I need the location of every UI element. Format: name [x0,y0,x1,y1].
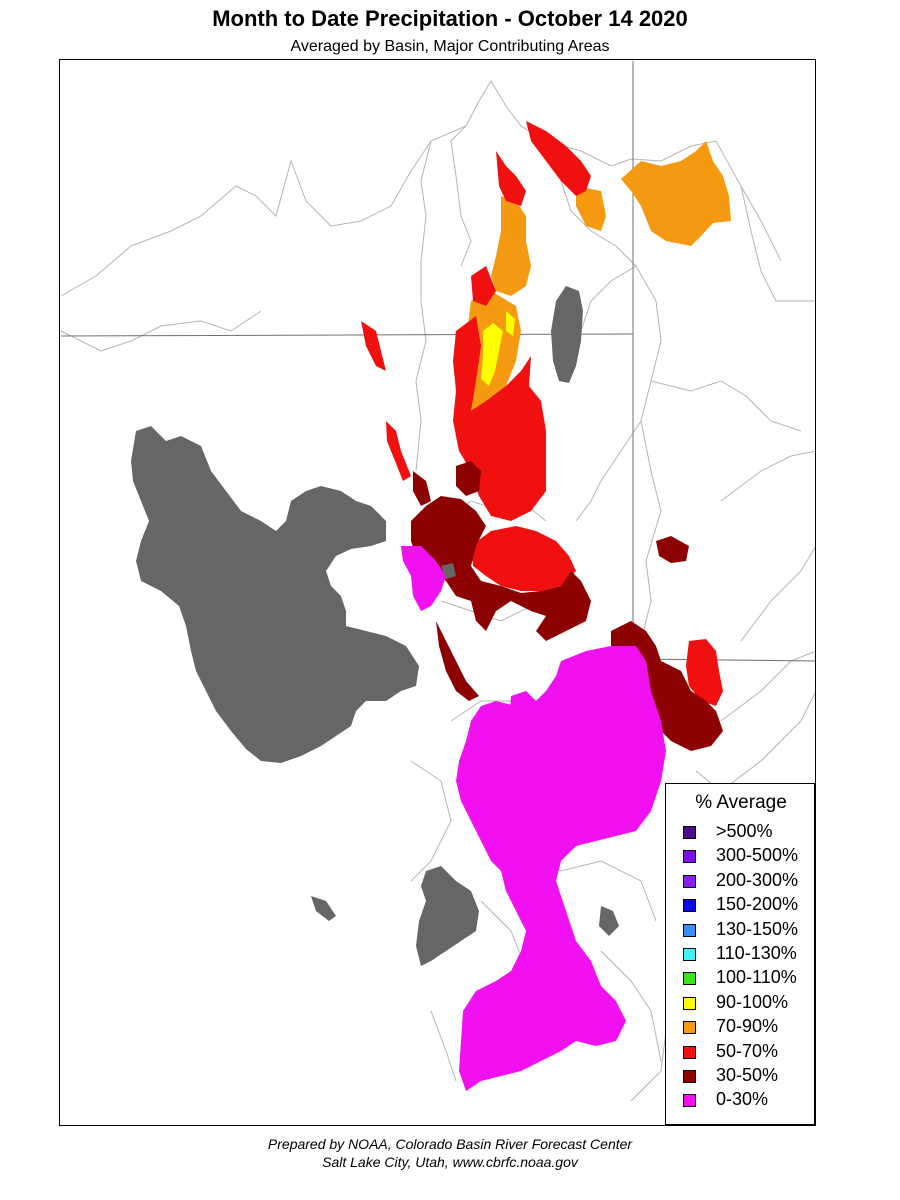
legend-label: 50-70% [716,1040,779,1061]
boundary-line [430,1010,457,1082]
legend-title: % Average [695,792,787,813]
legend-item: 110-130% [682,943,812,965]
boundary-line [720,450,815,502]
basin-70-90-small [576,186,606,231]
legend-label: 200-300% [716,869,799,890]
legend-label: 130-150% [716,918,799,939]
map-title: Month to Date Precipitation - October 14… [212,6,688,31]
legend-swatch [683,996,696,1010]
legend-item: 30-50% [682,1065,812,1087]
reservoir-2 [311,896,336,921]
legend-item: 70-90% [682,1016,812,1038]
basin-0-30-island [509,691,536,731]
legend: % Average >500% 300-500% 200-300% 150-200% 1… [665,783,815,1125]
boundary-line [410,760,452,882]
basin-50-70-center [471,526,576,591]
legend-label: 150-200% [716,894,799,915]
legend-swatch [683,874,696,888]
legend-swatch [683,826,696,839]
boundary-line [740,185,782,262]
legend-label: 90-100% [716,991,789,1012]
legend-label: 110-130% [716,943,797,963]
basin-50-70-east [686,639,723,706]
precip-basins [361,121,731,1091]
basin-90-100-b [506,311,515,336]
boundary-line [545,140,662,522]
boundary-line [640,420,662,642]
utah-lake [416,866,479,966]
lakes [131,286,619,966]
legend-swatch [683,850,696,864]
legend-swatch [683,1021,696,1035]
footer-credit: Prepared by NOAA, Colorado Basin River F… [267,1136,633,1152]
basin-boundaries [60,80,815,1102]
legend-swatch [683,899,696,913]
reservoir-1 [599,906,619,936]
legend-label: 100-110% [716,967,797,988]
legend-item: 130-150% [682,919,812,941]
legend-item: 0-30% [682,1089,812,1111]
reservoir-3 [441,563,456,579]
legend-label: 0-30% [716,1089,769,1110]
legend-label: 30-50% [716,1065,779,1085]
boundary-line [60,80,632,297]
boundary-line [650,380,802,432]
great-salt-lake [131,426,419,763]
basin-30-50-ne [656,536,689,563]
basin-30-50-weber [411,496,591,641]
boundary-line [580,265,637,332]
basin-30-50-stream [413,471,431,506]
basin-50-70-west-streak-2 [386,421,411,481]
legend-swatch [683,1045,696,1059]
legend-label: 70-90% [716,1016,779,1037]
basin-30-50-cache [456,461,481,496]
boundary-line [415,140,432,472]
boundary-line [720,650,815,722]
legend-item: >500% [682,821,812,843]
map-canvas [60,61,815,1102]
legend-swatch [683,1070,696,1083]
boundary-line [450,125,472,267]
basin-0-30-main [456,646,666,1091]
map-subtitle: Averaged by Basin, Major Contributing Ar… [290,38,610,55]
legend-swatch [683,972,696,986]
state-line-north [60,333,634,337]
basin-70-90-upper [491,196,531,296]
state-line-east [632,61,815,662]
legend-item: 150-200% [682,894,812,916]
legend-swatch [683,948,696,961]
legend-label: 300-500% [716,845,799,866]
boundary-line [60,310,262,352]
legend-item: 90-100% [682,992,812,1014]
legend-swatch [683,1094,696,1108]
basin-50-70-north-strip [496,151,526,206]
basin-50-70-upper [471,266,496,306]
boundary-line [630,1030,667,1102]
legend-item: 200-300% [682,870,812,892]
legend-swatch [683,923,696,937]
basin-90-100 [481,323,503,386]
basin-0-30-west [401,546,446,611]
basin-50-70-west-streak [361,321,386,371]
legend-item: 50-70% [682,1041,812,1063]
basin-70-90-northeast [621,141,731,246]
footer-location: Salt Lake City, Utah, www.cbrfc.noaa.gov [322,1154,578,1170]
bear-lake [551,286,583,383]
legend-label: >500% [716,821,773,841]
legend-item: 300-500% [682,845,812,867]
map-frame [59,59,816,1126]
boundary-line [740,546,815,642]
boundary-line [600,950,662,1062]
legend-item: 100-110% [682,967,812,989]
basin-30-50-provo [436,621,479,701]
basin-50-70-ridge-north [526,121,591,196]
